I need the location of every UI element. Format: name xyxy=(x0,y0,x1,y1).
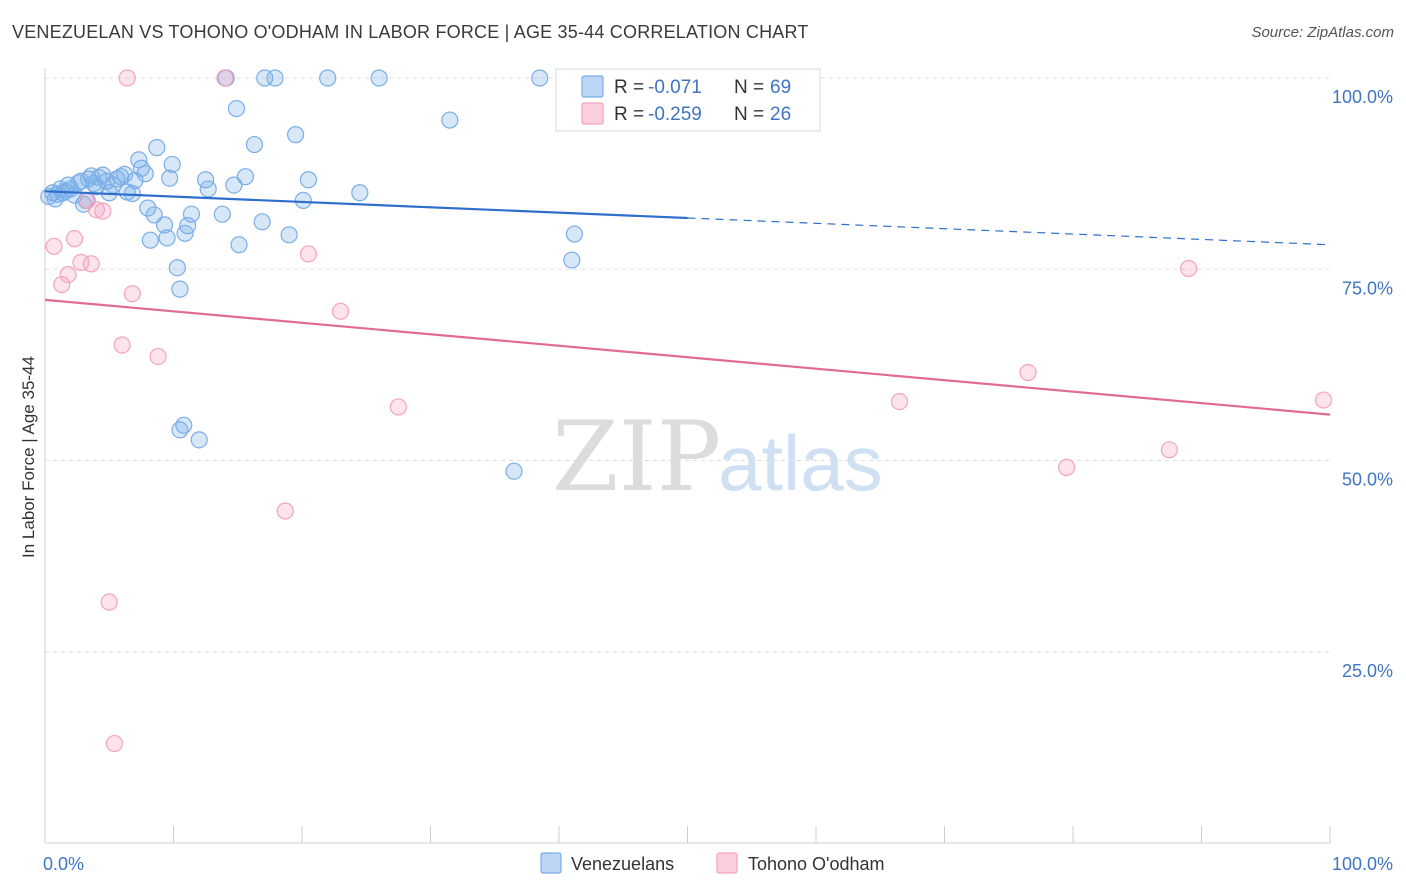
data-point xyxy=(216,69,234,87)
data-point xyxy=(1160,441,1178,459)
data-point xyxy=(1180,259,1198,278)
data-point xyxy=(276,502,294,520)
data-point xyxy=(294,191,312,209)
data-point xyxy=(890,392,909,411)
series-name-tohono: Tohono O'odham xyxy=(748,854,885,874)
data-point xyxy=(199,180,217,198)
series-legend: Venezuelans Tohono O'odham xyxy=(540,852,885,874)
y-tick-label: 100.0% xyxy=(1332,87,1393,107)
legend-swatch-tohono xyxy=(581,102,604,125)
data-point xyxy=(65,230,84,248)
trend-line-extension xyxy=(687,217,1331,246)
data-point xyxy=(53,275,71,294)
data-point xyxy=(236,168,255,186)
legend-r-label: R = xyxy=(614,104,644,125)
data-point xyxy=(190,431,208,449)
data-point xyxy=(1019,363,1037,382)
data-point xyxy=(155,216,174,234)
data-point xyxy=(351,184,369,202)
data-point xyxy=(230,236,248,254)
correlation-legend: R = -0.071 N = 69 R = -0.259 N = 26 xyxy=(555,68,821,132)
legend-r-value: -0.071 xyxy=(648,77,702,98)
data-point xyxy=(149,347,167,366)
y-tick-label: 75.0% xyxy=(1342,278,1393,298)
axes xyxy=(44,68,1331,844)
data-point xyxy=(563,251,581,269)
source-label: Source: ZipAtlas.com xyxy=(1251,24,1394,41)
data-point xyxy=(158,229,176,247)
data-point xyxy=(163,155,181,174)
data-point xyxy=(59,266,77,284)
legend-swatch-venezuelans xyxy=(581,75,604,98)
data-point xyxy=(531,69,549,87)
data-point xyxy=(100,593,118,611)
data-point xyxy=(213,205,231,223)
data-point xyxy=(94,202,112,220)
data-point xyxy=(171,421,189,439)
data-point xyxy=(118,69,136,87)
data-point xyxy=(331,302,350,320)
data-point xyxy=(266,69,284,87)
watermark-zip: ZIP xyxy=(552,401,721,513)
trend-lines xyxy=(44,190,1331,416)
series-swatch-tohono xyxy=(716,852,738,874)
chart-title: VENEZUELAN VS TOHONO O'ODHAM IN LABOR FO… xyxy=(12,22,809,42)
data-point xyxy=(389,398,407,416)
series-name-venezuelans: Venezuelans xyxy=(571,854,674,874)
data-point xyxy=(105,734,123,753)
data-point xyxy=(299,245,318,263)
data-point xyxy=(182,205,201,223)
x-tick-label: 0.0% xyxy=(43,854,84,874)
watermark-atlas: atlas xyxy=(718,419,883,507)
tick-labels: 25.0% 50.0% 75.0% 100.0% 0.0% 100.0% xyxy=(43,87,1393,874)
series-swatch-venezuelans xyxy=(540,852,562,874)
data-point xyxy=(171,280,189,298)
data-point xyxy=(168,259,186,277)
y-axis-label: In Labor Force | Age 35-44 xyxy=(19,356,38,558)
data-point xyxy=(253,213,271,231)
x-tick-label: 100.0% xyxy=(1332,854,1393,874)
data-point xyxy=(139,199,157,217)
legend-n-label: N = xyxy=(734,77,764,98)
data-point xyxy=(280,226,298,244)
data-point xyxy=(82,255,100,273)
data-point xyxy=(299,171,318,189)
data-point xyxy=(505,462,523,480)
data-point xyxy=(148,139,166,157)
trend-line xyxy=(44,298,1331,416)
data-point xyxy=(141,231,159,249)
trend-line xyxy=(44,190,688,220)
data-point xyxy=(227,99,246,118)
data-point xyxy=(245,135,264,154)
legend-r-label: R = xyxy=(614,77,644,98)
data-point xyxy=(113,336,131,354)
data-point xyxy=(136,165,154,183)
watermark: ZIP atlas xyxy=(552,401,883,513)
data-point xyxy=(225,176,243,194)
data-point xyxy=(145,206,163,224)
data-point xyxy=(319,69,337,87)
data-point xyxy=(1057,458,1076,476)
data-point xyxy=(441,111,459,129)
legend-n-value: 69 xyxy=(770,77,791,98)
grid-lines xyxy=(45,77,1330,653)
data-point xyxy=(565,225,584,243)
data-point xyxy=(45,237,63,255)
data-point xyxy=(123,285,141,303)
data-point xyxy=(87,200,106,219)
data-point xyxy=(116,165,134,183)
data-point xyxy=(370,69,388,87)
data-point xyxy=(161,169,179,187)
y-tick-label: 25.0% xyxy=(1342,661,1393,681)
legend-n-label: N = xyxy=(734,104,764,125)
y-tick-label: 50.0% xyxy=(1342,470,1393,490)
data-point xyxy=(286,126,305,144)
legend-r-value: -0.259 xyxy=(648,104,702,125)
data-point xyxy=(1314,391,1333,409)
legend-n-value: 26 xyxy=(770,104,791,125)
